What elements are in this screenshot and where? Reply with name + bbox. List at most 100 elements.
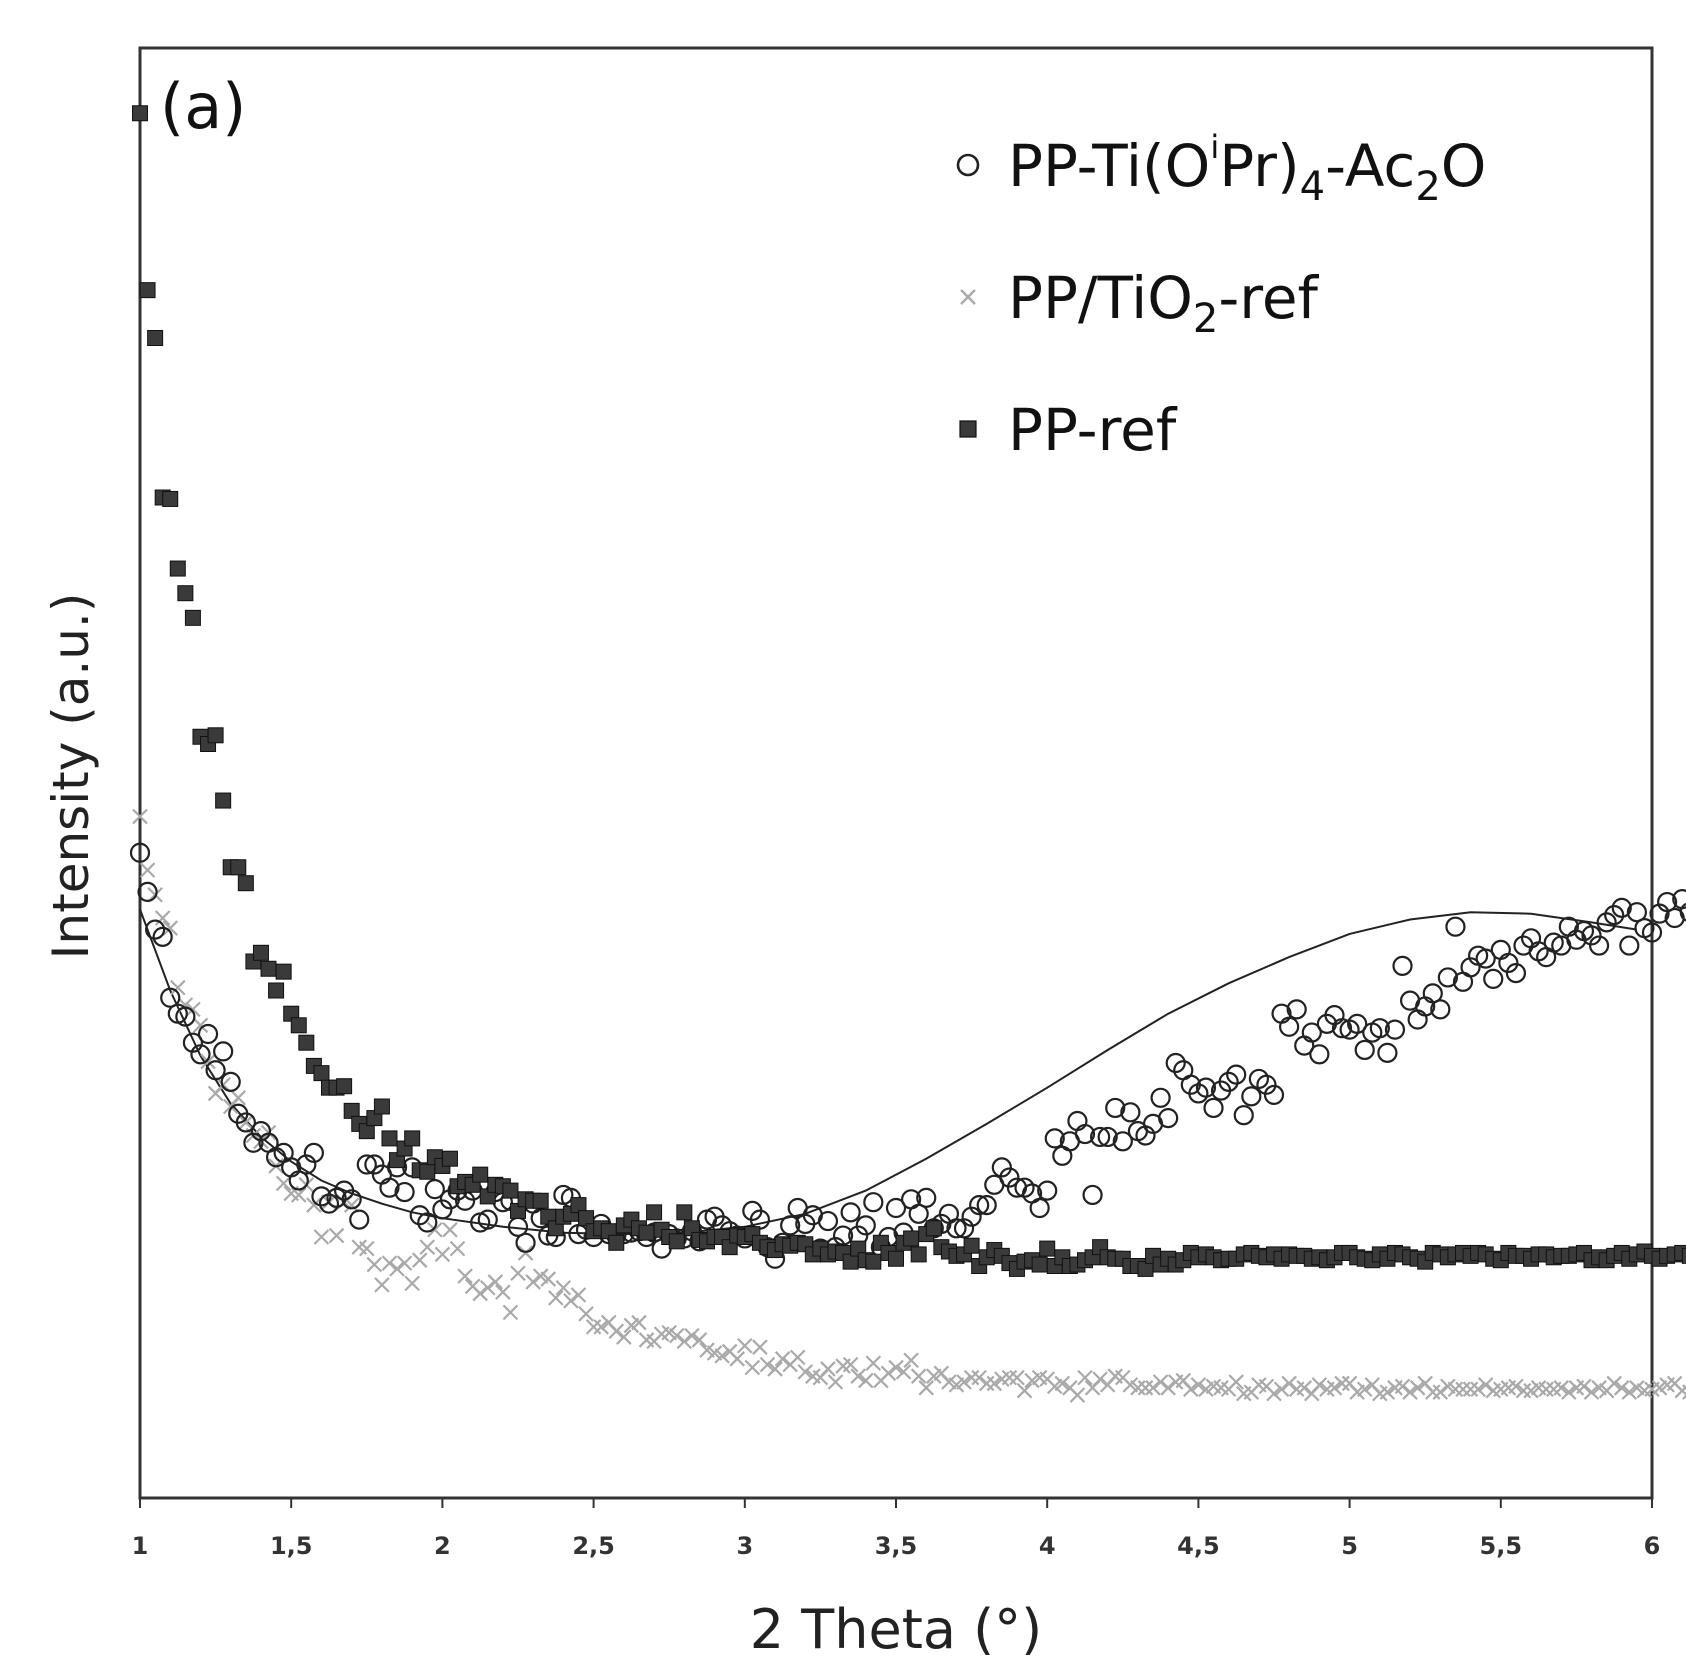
series-ppref-layer — [132, 105, 1686, 1277]
data-point-circle — [1596, 912, 1617, 933]
data-point-circle — [780, 1215, 801, 1236]
data-point-circle — [1498, 952, 1519, 974]
x-axis-label: 2 Theta (°) — [750, 1598, 1043, 1661]
data-point-circle — [288, 1170, 309, 1191]
data-point-square — [260, 960, 277, 977]
data-point-circle — [1158, 1107, 1179, 1129]
data-point-circle — [1581, 925, 1602, 946]
data-point-circle — [946, 1218, 967, 1239]
data-point-x — [1432, 1384, 1449, 1400]
data-point-square — [608, 1234, 625, 1251]
data-point-x — [260, 1124, 277, 1141]
data-point-square — [373, 1098, 390, 1115]
data-point-x — [139, 862, 156, 878]
data-point-circle — [908, 1203, 929, 1224]
data-point-circle — [1097, 1126, 1118, 1148]
data-point-x — [744, 1359, 761, 1376]
data-point-x — [857, 1372, 874, 1389]
x-tick-label: 1,5 — [270, 1532, 313, 1560]
data-point-x — [585, 1319, 602, 1335]
data-point-x — [1311, 1377, 1328, 1393]
data-point-circle — [1377, 1042, 1398, 1063]
series-ppti-layer — [129, 842, 1686, 1269]
data-point-x — [1606, 1375, 1622, 1392]
x-tick-label: 3 — [736, 1532, 753, 1560]
data-point-x — [374, 1277, 390, 1293]
data-point-x — [842, 1356, 859, 1373]
data-point-circle — [1347, 1013, 1368, 1034]
data-point-x — [1682, 1384, 1686, 1400]
data-point-square — [668, 1233, 685, 1250]
data-point-circle — [1505, 962, 1527, 984]
data-point-x — [616, 1329, 632, 1345]
data-point-x — [396, 1255, 413, 1271]
data-point-x — [1137, 1380, 1154, 1396]
data-point-square — [139, 282, 156, 299]
data-point-square — [441, 1150, 458, 1167]
legend-marker-x — [960, 289, 976, 305]
data-point-square — [252, 944, 269, 961]
panel-label: (a) — [160, 70, 246, 143]
data-point-circle — [991, 1157, 1012, 1178]
data-point-x — [1228, 1374, 1244, 1390]
data-point-x — [880, 1365, 897, 1382]
data-point-square — [404, 1130, 421, 1147]
data-point-circle — [1657, 891, 1678, 913]
data-point-circle — [976, 1194, 997, 1216]
data-point-circle — [1309, 1044, 1330, 1065]
data-point-x — [381, 1255, 398, 1271]
data-point-circle — [1279, 1016, 1300, 1037]
data-point-x — [1077, 1369, 1093, 1386]
data-point-square — [903, 1230, 920, 1247]
data-point-x — [1462, 1381, 1479, 1398]
x-tick-label: 2,5 — [572, 1532, 615, 1560]
data-point-square — [184, 609, 201, 626]
data-point-x — [313, 1229, 330, 1245]
data-point-x — [517, 1245, 534, 1261]
x-tick-layer: 1 1,5 2 2,5 3 3,5 4 4,5 5 5,5 6 — [132, 1498, 1660, 1560]
data-point-x — [1356, 1381, 1373, 1398]
data-point-circle — [1392, 955, 1413, 976]
data-point-x — [411, 1252, 428, 1268]
data-point-square — [169, 560, 186, 577]
legend-label-ppti: PP-Ti(OiPr)4-Ac2O — [1008, 128, 1486, 210]
data-point-x — [540, 1271, 557, 1287]
data-point-circle — [1195, 1077, 1217, 1098]
data-point-square — [638, 1224, 655, 1241]
data-point-x — [419, 1239, 436, 1255]
data-point-circle — [1430, 999, 1451, 1020]
data-point-x — [275, 1175, 292, 1192]
data-point-circle — [855, 1215, 876, 1236]
legend-label-ppref: PP-ref — [1008, 396, 1178, 464]
legend: PP-Ti(OiPr)4-Ac2O PP/TiO2-ref PP-ref — [956, 128, 1486, 464]
data-point-x — [1326, 1380, 1343, 1396]
data-point-circle — [145, 919, 166, 940]
data-point-circle — [1301, 1022, 1322, 1043]
data-point-x — [865, 1355, 882, 1371]
data-point-circle — [1203, 1097, 1224, 1119]
data-point-circle — [1384, 1019, 1406, 1040]
data-point-x — [1130, 1380, 1146, 1396]
data-point-circle — [432, 1199, 453, 1220]
data-point-square — [336, 1078, 353, 1095]
data-point-x — [306, 1197, 322, 1213]
data-point-x — [797, 1364, 814, 1380]
data-point-circle — [1520, 928, 1542, 949]
data-point-circle — [1263, 1084, 1285, 1106]
data-point-circle — [1037, 1180, 1058, 1201]
x-tick-label: 3,5 — [875, 1532, 918, 1560]
data-point-x — [555, 1279, 572, 1296]
data-point-x — [1296, 1380, 1313, 1396]
data-point-x — [170, 979, 186, 996]
data-point-x — [1190, 1377, 1207, 1393]
x-tick-label: 5,5 — [1480, 1532, 1523, 1560]
data-point-x — [1553, 1380, 1570, 1396]
data-point-x — [676, 1333, 693, 1350]
data-point-circle — [515, 1232, 536, 1253]
data-point-x — [1674, 1382, 1686, 1399]
data-point-circle — [1679, 902, 1686, 922]
data-point-circle — [129, 842, 151, 863]
data-point-circle — [197, 1023, 219, 1045]
data-point-x — [434, 1246, 451, 1263]
data-point-x — [1576, 1378, 1592, 1395]
